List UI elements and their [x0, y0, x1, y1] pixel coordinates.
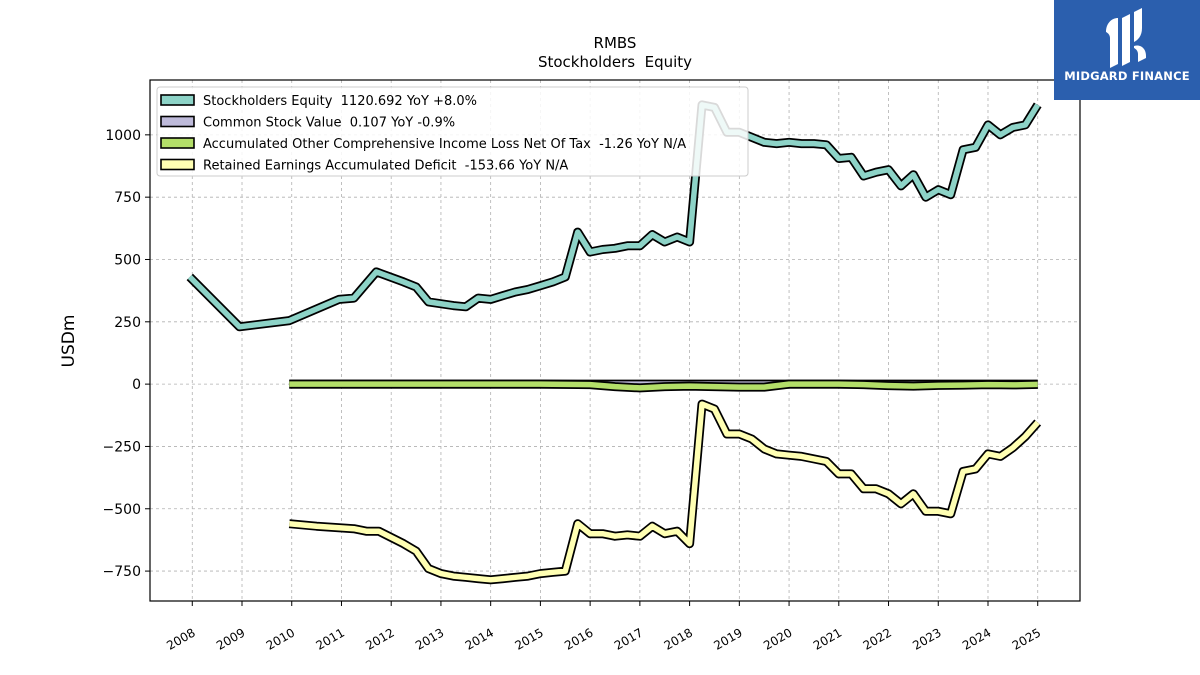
midgard-logo-icon	[1106, 8, 1146, 68]
y-tick-label: 0	[132, 377, 141, 393]
x-tick-label: 2013	[413, 625, 446, 652]
x-tick-label: 2020	[761, 625, 794, 652]
x-tick-label: 2024	[960, 625, 993, 652]
x-tick-label: 2014	[463, 625, 496, 652]
x-tick-label: 2019	[711, 625, 744, 652]
y-tick-label: 1000	[105, 128, 141, 144]
x-tick-label: 2008	[164, 625, 197, 652]
y-tick-label: 500	[114, 252, 141, 268]
legend-swatch	[160, 115, 195, 128]
x-tick-label: 2023	[910, 625, 943, 652]
legend-label: Retained Earnings Accumulated Deficit -1…	[203, 159, 568, 174]
legend: Stockholders Equity 1120.692 YoY +8.0% Co…	[156, 86, 749, 177]
series-0-line	[187, 102, 1041, 330]
y-axis-label: USDm	[59, 315, 79, 368]
x-tick-label: 2011	[314, 625, 347, 652]
chart-subtitle: Stockholders Equity	[538, 53, 692, 71]
series-3-line	[289, 401, 1040, 583]
x-tick-label: 2021	[811, 625, 844, 652]
x-tick-label: 2010	[264, 625, 297, 652]
legend-box	[156, 86, 749, 177]
y-tick-label: 750	[114, 190, 141, 206]
x-tick-label: 2022	[861, 625, 894, 652]
brand-name: MIDGARD FINANCE	[1064, 69, 1190, 83]
series-lines	[186, 100, 1042, 585]
legend-swatch	[160, 158, 195, 171]
legend-label: Accumulated Other Comprehensive Income L…	[203, 137, 686, 152]
brand-logo: MIDGARD FINANCE	[1054, 0, 1200, 100]
y-tick-label: −250	[103, 439, 141, 455]
x-tick-label: 2018	[662, 625, 695, 652]
plot-frame	[149, 79, 1081, 602]
x-tick-label: 2017	[612, 625, 645, 652]
y-tick-label: 250	[114, 315, 141, 331]
legend-label: Stockholders Equity 1120.692 YoY +8.0%	[203, 94, 477, 109]
x-tick-label: 2016	[562, 625, 595, 652]
y-tick-label: −750	[103, 564, 141, 580]
legend-swatch	[160, 94, 195, 106]
x-tick-label: 2009	[214, 625, 247, 652]
legend-label: Common Stock Value 0.107 YoY -0.9%	[203, 116, 455, 131]
x-tick-label: 2012	[363, 625, 396, 652]
legend-swatch	[160, 137, 195, 149]
x-tick-label: 2025	[1010, 625, 1043, 652]
series-2-line	[289, 381, 1038, 391]
chart-title: RMBS	[594, 34, 637, 52]
y-tick-label: −500	[103, 502, 141, 518]
series-3-outline	[288, 399, 1042, 585]
x-tick-label: 2015	[512, 625, 545, 652]
